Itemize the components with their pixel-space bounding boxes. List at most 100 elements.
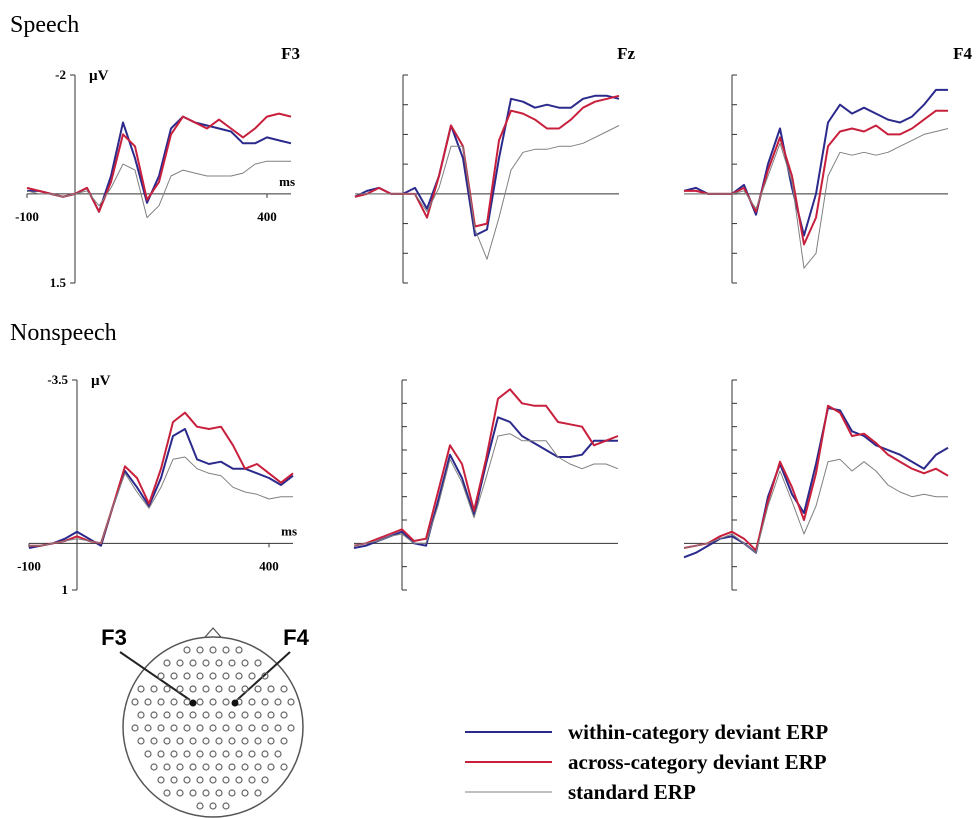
chart-title: F4 [953,44,972,63]
erp-line [29,411,294,547]
electrode [131,698,139,706]
electrode [157,698,165,706]
erp-line [355,125,620,260]
x-tick-label: -100 [15,209,39,224]
chart-title: Fz [617,44,635,63]
electrode [176,763,184,771]
electrode [209,802,217,810]
electrode [196,646,204,654]
electrode [144,698,152,706]
erp-line [683,404,949,552]
electrode [170,776,178,784]
electrode [287,724,295,732]
electrode [241,763,249,771]
electrode [189,763,197,771]
electrode [254,737,262,745]
electrode [209,750,217,758]
electrode [254,763,262,771]
electrode [157,750,165,758]
electrode [137,685,145,693]
electrode [228,763,236,771]
erp-line [354,94,620,228]
electrode [235,750,243,758]
electrode [267,711,275,719]
y-tick-label: 1.5 [50,275,67,290]
electrode [215,685,223,693]
electrode [163,711,171,719]
electrode [274,724,282,732]
electrode-label: F3 [101,625,127,650]
electrode [261,724,269,732]
electrode [248,698,256,706]
electrode [228,711,236,719]
erp-line [353,388,619,547]
electrode [241,685,249,693]
section-title: Nonspeech [10,320,117,346]
electrode [222,802,230,810]
erp-line [353,416,618,549]
x-tick-label: 400 [259,558,279,573]
y-tick-label: -3.5 [47,372,68,387]
section-title: Speech [10,12,79,38]
electrode [222,750,230,758]
electrode [183,750,191,758]
x-tick-label: 400 [257,209,277,224]
electrode [228,737,236,745]
electrode [228,685,236,693]
legend-label: standard ERP [568,780,696,804]
legend-label: across-category deviant ERP [568,750,827,774]
electrode [170,724,178,732]
electrode [137,737,145,745]
electrode [209,646,217,654]
electrode [202,685,210,693]
electrode [144,750,152,758]
electrode [241,737,249,745]
x-axis-label: ms [279,174,295,189]
electrode [241,789,249,797]
y-tick-label: -2 [55,67,66,82]
electrode [196,802,204,810]
electrode [248,724,256,732]
erp-line [29,456,293,547]
electrode [254,685,262,693]
electrode [163,763,171,771]
chart-title: F3 [281,44,300,63]
electrode [274,698,282,706]
electrode [261,698,269,706]
electrode [215,789,223,797]
electrode-marked [231,699,239,707]
electrode [254,659,262,667]
electrode [209,698,217,706]
electrode [228,659,236,667]
electrode [215,659,223,667]
electrode [222,776,230,784]
electrode [222,724,230,732]
electrode [248,750,256,758]
electrode [189,685,197,693]
electrode [202,711,210,719]
electrode [222,698,230,706]
electrode [209,724,217,732]
electrode [170,698,178,706]
electrode [131,724,139,732]
electrode [150,711,158,719]
electrode [196,672,204,680]
electrode [280,737,288,745]
electrode [241,711,249,719]
electrode [254,789,262,797]
electrode [274,750,282,758]
electrode-label: F4 [283,625,309,650]
electrode [183,776,191,784]
erp-line [28,428,294,549]
electrode [183,646,191,654]
electrode [189,737,197,745]
electrode [189,789,197,797]
electrode [202,789,210,797]
electrode [248,672,256,680]
electrode [215,711,223,719]
electrode [196,776,204,784]
electrode [280,711,288,719]
electrode [157,724,165,732]
y-axis-label: µV [89,68,109,84]
